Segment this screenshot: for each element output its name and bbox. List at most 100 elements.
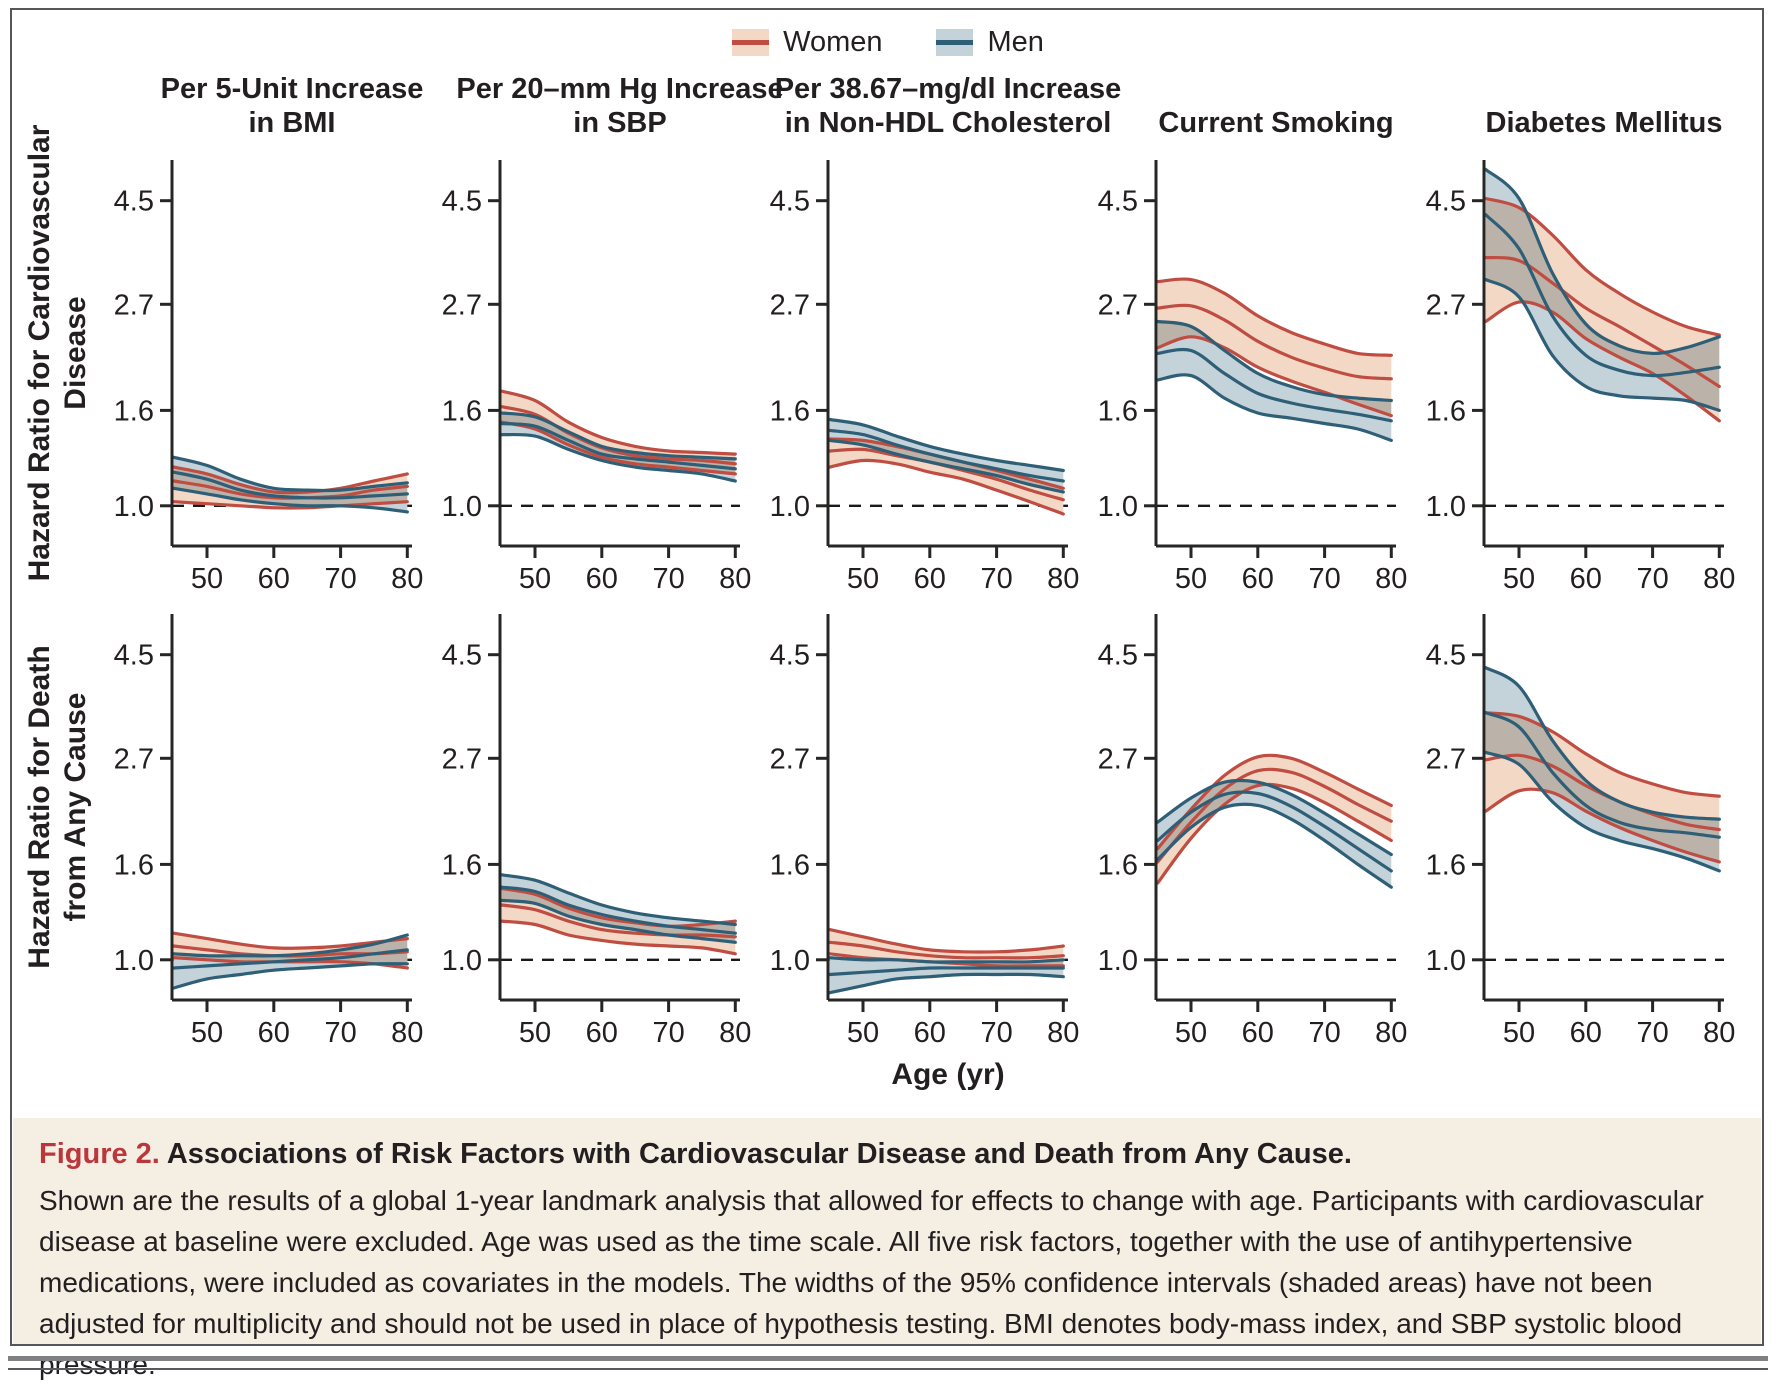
svg-text:50: 50 <box>1175 1017 1207 1049</box>
svg-text:60: 60 <box>586 1017 618 1049</box>
svg-text:80: 80 <box>391 1017 423 1049</box>
svg-text:1.0: 1.0 <box>442 945 482 977</box>
svg-text:1.0: 1.0 <box>770 491 810 523</box>
figure-number: Figure 2. <box>39 1138 160 1170</box>
panel-bmi-cvd: 1.0 1.6 2.7 4.5 50 60 70 80 <box>102 150 432 610</box>
svg-text:80: 80 <box>1047 1017 1079 1049</box>
panel-diabetes-death: 1.0 1.6 2.7 4.5 50 60 70 80 <box>1414 604 1744 1064</box>
panel-sbp-death: 1.0 1.6 2.7 4.5 50 60 70 80 <box>430 604 760 1064</box>
panel-smoking-cvd: 1.0 1.6 2.7 4.5 50 60 70 80 <box>1086 150 1416 610</box>
svg-text:60: 60 <box>914 563 946 595</box>
svg-text:4.5: 4.5 <box>770 186 810 218</box>
footer-rule-thin <box>8 1368 1768 1370</box>
svg-text:80: 80 <box>391 563 423 595</box>
men-band-swatch-icon <box>936 29 974 56</box>
svg-text:1.6: 1.6 <box>770 849 810 881</box>
svg-text:1.0: 1.0 <box>442 491 482 523</box>
footer-rule-thick <box>8 1356 1768 1361</box>
panel-bmi-death: 1.0 1.6 2.7 4.5 50 60 70 80 <box>102 604 432 1064</box>
svg-text:1.0: 1.0 <box>770 945 810 977</box>
svg-text:2.7: 2.7 <box>1098 743 1138 775</box>
svg-text:2.7: 2.7 <box>114 289 154 321</box>
svg-text:4.5: 4.5 <box>1426 640 1466 672</box>
svg-text:70: 70 <box>324 1017 356 1049</box>
svg-text:60: 60 <box>914 1017 946 1049</box>
svg-text:50: 50 <box>519 563 551 595</box>
svg-text:2.7: 2.7 <box>442 743 482 775</box>
legend-item-men: Men <box>936 26 1044 59</box>
svg-text:1.6: 1.6 <box>1098 849 1138 881</box>
svg-text:2.7: 2.7 <box>1426 743 1466 775</box>
svg-text:50: 50 <box>1503 1017 1535 1049</box>
svg-text:50: 50 <box>191 1017 223 1049</box>
svg-text:80: 80 <box>1703 1017 1735 1049</box>
column-header-smoking: Current Smoking <box>1158 107 1394 139</box>
column-header-sbp: Per 20–mm Hg Increase in SBP <box>456 73 784 139</box>
svg-text:4.5: 4.5 <box>1098 640 1138 672</box>
svg-text:60: 60 <box>258 563 290 595</box>
svg-text:70: 70 <box>652 1017 684 1049</box>
svg-text:4.5: 4.5 <box>1098 186 1138 218</box>
svg-text:1.0: 1.0 <box>1098 945 1138 977</box>
svg-text:60: 60 <box>258 1017 290 1049</box>
svg-text:70: 70 <box>652 563 684 595</box>
row-label-death: Hazard Ratio for Death from Any Cause <box>23 645 92 969</box>
caption-body: Shown are the results of a global 1-year… <box>39 1185 1704 1380</box>
svg-text:2.7: 2.7 <box>770 743 810 775</box>
x-axis-label: Age (yr) <box>891 1058 1005 1091</box>
svg-text:4.5: 4.5 <box>770 640 810 672</box>
svg-text:80: 80 <box>1703 563 1735 595</box>
legend-label-women: Women <box>783 26 883 58</box>
svg-text:4.5: 4.5 <box>442 640 482 672</box>
figure-caption: Figure 2. Associations of Risk Factors w… <box>13 1118 1761 1380</box>
svg-text:1.6: 1.6 <box>442 395 482 427</box>
svg-text:50: 50 <box>1503 563 1535 595</box>
svg-text:60: 60 <box>586 563 618 595</box>
svg-text:70: 70 <box>1308 1017 1340 1049</box>
caption-title-text: Associations of Risk Factors with Cardio… <box>166 1138 1352 1170</box>
svg-text:60: 60 <box>1242 1017 1274 1049</box>
svg-text:1.6: 1.6 <box>442 849 482 881</box>
svg-text:70: 70 <box>324 563 356 595</box>
caption-title: Figure 2. Associations of Risk Factors w… <box>39 1138 1735 1171</box>
panel-smoking-death: 1.0 1.6 2.7 4.5 50 60 70 80 <box>1086 604 1416 1064</box>
svg-text:60: 60 <box>1570 563 1602 595</box>
svg-text:1.0: 1.0 <box>1426 945 1466 977</box>
legend-label-men: Men <box>987 26 1044 58</box>
svg-text:50: 50 <box>191 563 223 595</box>
column-header-nonhdl: Per 38.67–mg/dl Increase in Non-HDL Chol… <box>774 73 1122 139</box>
svg-text:1.6: 1.6 <box>770 395 810 427</box>
svg-text:4.5: 4.5 <box>1426 186 1466 218</box>
svg-text:4.5: 4.5 <box>114 186 154 218</box>
svg-text:50: 50 <box>519 1017 551 1049</box>
svg-text:2.7: 2.7 <box>114 743 154 775</box>
svg-text:1.6: 1.6 <box>114 849 154 881</box>
svg-text:50: 50 <box>847 1017 879 1049</box>
svg-text:70: 70 <box>1636 1017 1668 1049</box>
svg-text:70: 70 <box>980 1017 1012 1049</box>
column-header-diabetes: Diabetes Mellitus <box>1485 107 1723 139</box>
svg-text:1.0: 1.0 <box>114 491 154 523</box>
svg-text:70: 70 <box>1636 563 1668 595</box>
svg-text:70: 70 <box>1308 563 1340 595</box>
svg-text:1.0: 1.0 <box>114 945 154 977</box>
svg-text:2.7: 2.7 <box>1098 289 1138 321</box>
panel-sbp-cvd: 1.0 1.6 2.7 4.5 50 60 70 80 <box>430 150 760 610</box>
legend-item-women: Women <box>732 26 882 59</box>
svg-text:1.0: 1.0 <box>1098 491 1138 523</box>
svg-text:80: 80 <box>1375 1017 1407 1049</box>
svg-text:2.7: 2.7 <box>442 289 482 321</box>
svg-text:80: 80 <box>719 1017 751 1049</box>
svg-text:2.7: 2.7 <box>770 289 810 321</box>
legend: Women Men <box>0 26 1776 59</box>
svg-text:1.6: 1.6 <box>1098 395 1138 427</box>
svg-text:50: 50 <box>847 563 879 595</box>
svg-text:60: 60 <box>1242 563 1274 595</box>
svg-text:1.6: 1.6 <box>1426 395 1466 427</box>
svg-text:80: 80 <box>1375 563 1407 595</box>
panel-nonhdl-cvd: 1.0 1.6 2.7 4.5 50 60 70 80 <box>758 150 1088 610</box>
column-header-bmi: Per 5-Unit Increase in BMI <box>160 73 424 139</box>
svg-text:80: 80 <box>719 563 751 595</box>
svg-text:1.6: 1.6 <box>114 395 154 427</box>
svg-text:1.6: 1.6 <box>1426 849 1466 881</box>
